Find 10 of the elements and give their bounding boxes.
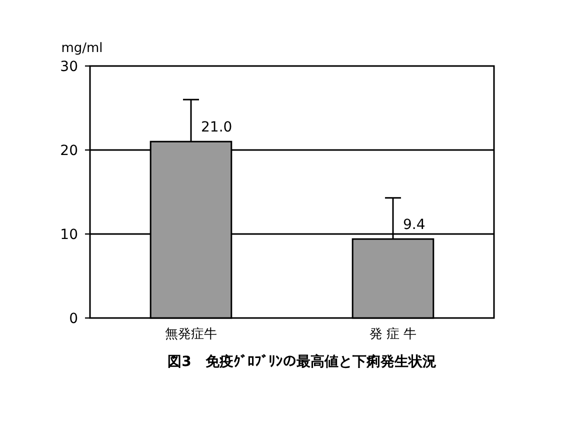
data-label: 21.0 (201, 120, 232, 136)
text: 図3 免疫ｸﾞﾛﾌﾞﾘﾝの最高値と下痢発生状況 (168, 353, 436, 370)
x-tick-label: 無発症牛 (165, 327, 217, 342)
y-tick-label: 20 (60, 143, 78, 159)
y-axis-title: mg/ml (61, 41, 103, 56)
y-tick-label: 10 (60, 227, 78, 243)
y-tick-label: 0 (69, 311, 78, 327)
y-tick-label: 30 (60, 59, 78, 75)
x-tick-label: 発 症 牛 (369, 327, 417, 342)
data-label: 9.4 (403, 217, 426, 234)
